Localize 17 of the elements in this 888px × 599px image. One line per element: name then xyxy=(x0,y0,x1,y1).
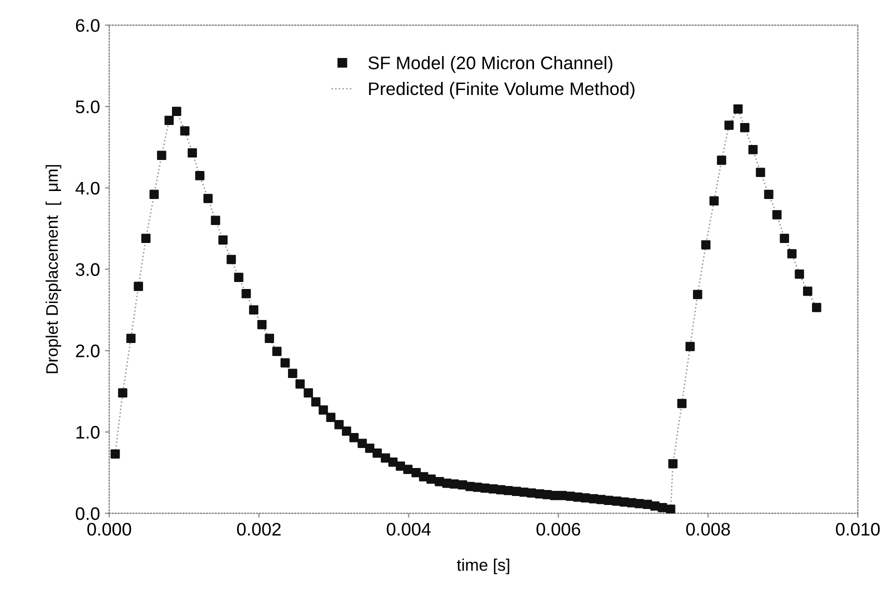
y-tick-label: 3.0 xyxy=(76,263,100,276)
y-axis-title: Droplet Displacement [ μm] xyxy=(46,165,62,374)
y-tick-label: 0.0 xyxy=(76,507,100,520)
x-tick-label: 0.000 xyxy=(87,522,132,536)
x-tick-label: 0.006 xyxy=(536,522,580,536)
x-tick-label: 0.008 xyxy=(686,522,730,536)
y-tick-label: 5.0 xyxy=(76,100,100,114)
legend-label: Predicted (Finite Volume Method) xyxy=(369,82,634,99)
y-tick-label: 1.0 xyxy=(76,426,100,439)
x-tick-label: 0.002 xyxy=(237,522,281,536)
y-tick-label: 4.0 xyxy=(76,182,100,195)
y-tick-label: 2.0 xyxy=(76,344,100,358)
x-tick-label: 0.010 xyxy=(836,522,880,536)
x-tick-label: 0.004 xyxy=(386,522,431,536)
y-tick-label: 6.0 xyxy=(76,19,100,32)
x-axis-title: time [s] xyxy=(456,558,510,574)
legend-label: SF Model (20 Micron Channel) xyxy=(368,56,612,73)
